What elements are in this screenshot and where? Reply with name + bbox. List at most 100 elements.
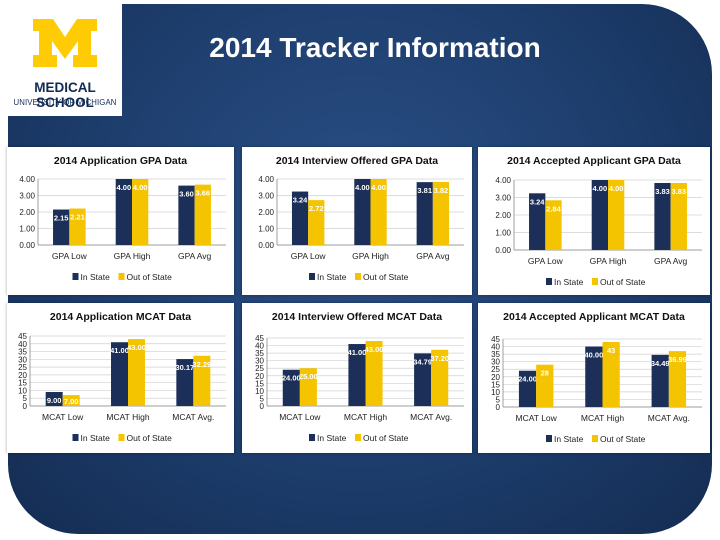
chart-panel-accepted-mcat: 2014 Accepted Applicant MCAT Data 0 5 10 15 2… [478,303,710,453]
chart-application-mcat: 2014 Application MCAT Data 05101520253035… [18,311,226,443]
bar-in-state [354,179,371,245]
y-tick-label: 30 [255,357,264,366]
y-tick-label: 0.00 [258,241,274,250]
chart-title: 2014 Application MCAT Data [50,311,191,323]
bar-out-of-state [62,395,80,406]
x-tick-label: MCAT Avg. [648,413,690,423]
data-label: 41.00 [110,346,129,355]
legend-label: Out of State [127,433,173,443]
chart-panel-application-gpa: 2014 Application GPA Data 0.00 1.00 2.00 3.0… [7,147,234,295]
x-tick-label: MCAT Avg. [172,412,214,422]
data-label: 4.00 [355,183,370,192]
y-tick-label: 40 [255,342,264,351]
data-label: 3.24 [293,196,308,205]
data-label: 37.20 [430,354,449,363]
bar-out-of-state [608,180,625,250]
legend-swatch [309,434,315,441]
block-m-icon [33,19,97,67]
legend-swatch [72,273,79,280]
data-label: 4.00 [117,183,132,192]
y-tick-label: 20 [255,372,264,381]
y-tick-label: 2.00 [19,208,35,217]
bar-out-of-state [69,208,86,245]
legend-label: In State [317,272,347,282]
y-tick-label: 5 [23,394,28,403]
legend-label: Out of State [600,277,646,287]
x-tick-label: MCAT High [106,412,149,422]
bar-out-of-state [432,181,450,245]
bar-in-state [111,342,128,406]
bar-in-state [585,346,603,407]
x-tick-label: GPA High [114,251,151,261]
bar-in-state [176,359,194,406]
y-tick-label: 40 [18,340,27,349]
bar-in-state [282,369,300,406]
chart-interview-mcat: 2014 Interview Offered MCAT Data 05101520… [255,311,464,443]
bar-in-state [291,191,309,245]
y-tick-label: 25 [255,364,264,373]
y-tick-label: 2.00 [495,211,511,220]
data-label: 25.00 [299,372,318,381]
bar-out-of-state [602,342,620,407]
bar-out-of-state [370,179,387,245]
legend-swatch [592,278,598,285]
legend-swatch [355,434,361,441]
y-tick-label: 40 [491,343,500,352]
data-label: 3.24 [530,197,545,206]
y-tick-label: 1.00 [258,225,274,234]
chart-title: 2014 Accepted Applicant MCAT Data [503,311,685,323]
data-label: 24.00 [282,374,301,383]
y-tick-label: 35 [255,349,264,358]
legend-swatch [546,278,552,285]
y-tick-label: 30 [18,355,27,364]
data-label: 43.00 [365,345,384,354]
bar-in-state [348,344,366,406]
y-tick-label: 4.00 [495,176,511,185]
data-label: 4.00 [593,184,608,193]
bar-out-of-state [194,184,211,245]
legend-swatch [355,273,361,280]
data-label: 3.82 [434,186,449,195]
y-tick-label: 0 [260,402,265,411]
legend-label: Out of State [363,272,409,282]
chart-application-gpa: 2014 Application GPA Data 0.00 1.00 2.00 3.0… [19,155,226,282]
x-tick-label: GPA Avg [178,251,212,261]
x-tick-label: MCAT Low [42,412,84,422]
medical-school-logo: MEDICAL SCHOOL UNIVERSITY OF MICHIGAN [8,4,122,116]
data-label: 41.00 [348,348,367,357]
y-tick-label: 10 [491,388,500,397]
y-tick-label: 1.00 [495,229,511,238]
bar-in-state [115,179,132,245]
y-tick-label: 0.00 [495,246,511,255]
y-tick-label: 5 [496,395,501,404]
logo-text-university: UNIVERSITY OF MICHIGAN [13,98,117,107]
y-tick-label: 0.00 [19,241,35,250]
bar-in-state [416,182,433,245]
y-tick-label: 45 [18,332,27,341]
y-tick-label: 0 [496,403,501,412]
bar-in-state [651,354,669,407]
data-label: 30.17 [175,363,194,372]
data-label: 24.00 [518,375,537,384]
chart-title: 2014 Accepted Applicant GPA Data [507,155,681,167]
chart-title: 2014 Interview Offered GPA Data [276,155,438,167]
x-tick-label: MCAT High [581,413,624,423]
x-tick-label: GPA Low [52,251,88,261]
y-tick-label: 15 [491,380,500,389]
bar-out-of-state [299,368,317,406]
data-label: 3.83 [655,187,670,196]
legend-swatch [72,434,79,441]
bar-out-of-state [536,364,554,407]
data-label: 28 [541,369,549,378]
y-tick-label: 10 [18,386,27,395]
bar-out-of-state [431,349,449,406]
x-tick-label: GPA Low [291,251,327,261]
data-label: 2.21 [70,213,85,222]
data-label: 43 [607,346,615,355]
chart-panel-accepted-gpa: 2014 Accepted Applicant GPA Data 0.00 1.00… [478,147,710,295]
legend-swatch [592,435,598,442]
legend-label: In State [554,277,584,287]
x-tick-label: GPA Avg [416,251,450,261]
bar-out-of-state [668,351,687,407]
y-tick-label: 45 [255,334,264,343]
